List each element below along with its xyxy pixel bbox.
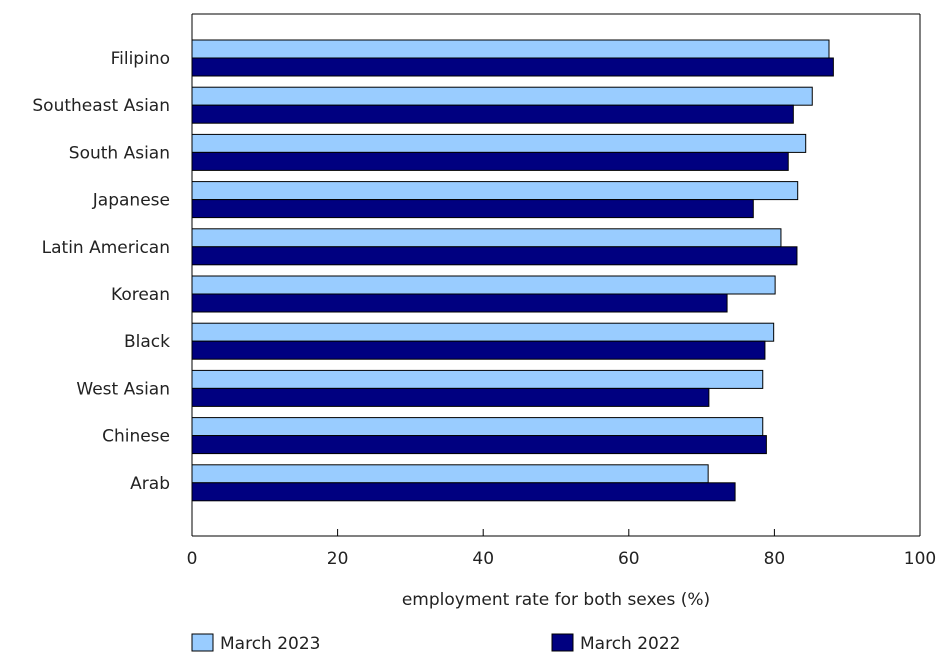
bar-black-march-2022: [191, 340, 766, 360]
category-label: Latin American: [42, 238, 170, 258]
legend-label: March 2022: [580, 634, 681, 654]
legend-label: March 2023: [220, 634, 321, 654]
category-label: Southeast Asian: [32, 96, 170, 116]
bar-west-asian-march-2022: [191, 387, 710, 407]
bar-korean-march-2023: [191, 275, 776, 295]
x-tick-label: 0: [187, 549, 198, 569]
legend-swatch-march-2022: [551, 633, 574, 652]
category-label: Korean: [111, 285, 170, 305]
category-label: Arab: [130, 474, 170, 494]
bar-south-asian-march-2023: [191, 133, 807, 153]
bar-arab-march-2022: [191, 482, 736, 502]
category-label: South Asian: [69, 143, 170, 163]
bar-chinese-march-2023: [191, 417, 764, 437]
bar-filipino-march-2023: [191, 39, 830, 59]
bars-group: [191, 39, 834, 502]
bar-chinese-march-2022: [191, 435, 767, 455]
bar-korean-march-2022: [191, 293, 728, 313]
bar-southeast-asian-march-2023: [191, 86, 813, 106]
x-tick-label: 40: [472, 549, 494, 569]
bar-japanese-march-2022: [191, 199, 754, 219]
bar-west-asian-march-2023: [191, 369, 764, 389]
x-tick-label: 20: [327, 549, 349, 569]
x-tick-label: 60: [618, 549, 640, 569]
bar-arab-march-2023: [191, 464, 709, 484]
bar-filipino-march-2022: [191, 57, 834, 77]
x-tick-label: 100: [904, 549, 936, 569]
bar-south-asian-march-2022: [191, 151, 789, 171]
category-label: Japanese: [92, 191, 170, 211]
bar-latin-american-march-2022: [191, 246, 798, 266]
category-label: Chinese: [102, 427, 170, 447]
category-label: Black: [124, 332, 170, 352]
category-labels: Filipino Southeast Asian South Asian Japane…: [32, 49, 170, 494]
bar-japanese-march-2023: [191, 181, 799, 201]
bar-latin-american-march-2023: [191, 228, 782, 248]
legend-swatch-march-2023: [191, 633, 214, 652]
x-axis-ticks: 0 20 40 60 80 100: [187, 529, 936, 569]
legend: March 2023 March 2022: [191, 633, 681, 654]
x-axis-title: employment rate for both sexes (%): [402, 590, 710, 610]
category-label: West Asian: [76, 379, 170, 399]
bar-southeast-asian-march-2022: [191, 104, 794, 124]
category-label: Filipino: [111, 49, 170, 69]
x-tick-label: 80: [764, 549, 786, 569]
bar-black-march-2023: [191, 322, 775, 342]
